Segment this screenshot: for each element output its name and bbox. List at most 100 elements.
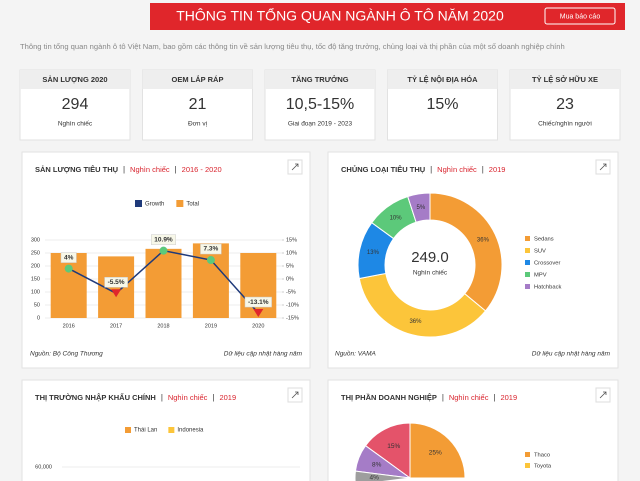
panel-title: THỊ TRƯỜNG NHẬP KHẨU CHÍNH: [35, 393, 156, 402]
slice-label: 5%: [417, 205, 426, 211]
legend-swatch: [525, 452, 530, 457]
separator: |: [493, 393, 495, 402]
bar: [50, 253, 87, 318]
legend-swatch: [525, 463, 530, 468]
panel-period: 2019: [489, 165, 506, 174]
x-tick-label: 2019: [205, 323, 217, 329]
panel-unit: Nghìn chiếc: [130, 165, 170, 174]
slice-label: 25%: [429, 449, 442, 456]
legend-label: MPV: [534, 273, 547, 279]
bar: [145, 248, 182, 318]
x-tick-label: 2018: [157, 323, 169, 329]
separator: |: [482, 165, 484, 174]
legend-label: Thaco: [534, 453, 550, 459]
growth-label: -13.1%: [248, 299, 269, 306]
pie-slice: [364, 422, 411, 479]
legend-label: Crossover: [534, 261, 560, 267]
y-tick-label: 150: [31, 276, 40, 282]
kpi-note: Chiếc/nghìn người: [538, 119, 592, 128]
center-label: Nghìn chiếc: [413, 268, 448, 277]
kpi-note: Đơn vị: [188, 121, 207, 128]
kpi-header: [265, 70, 375, 89]
legend-swatch: [135, 200, 142, 207]
kpi-label: OEM LẮP RÁP: [172, 75, 224, 84]
separator: |: [430, 165, 432, 174]
pie-slice: [354, 470, 411, 481]
separator: |: [161, 393, 163, 402]
y-tick-label: 100: [31, 289, 40, 295]
x-tick-label: 2016: [63, 323, 75, 329]
label-box: [151, 234, 176, 245]
y-tick-label: 200: [31, 263, 40, 269]
donut-slice: [429, 192, 503, 312]
slice-label: 10%: [390, 215, 403, 221]
separator: |: [212, 393, 214, 402]
donut-slice: [407, 192, 431, 223]
kpi-note: Nghìn chiếc: [58, 119, 93, 128]
legend-swatch: [525, 272, 530, 277]
growth-label: -5.5%: [108, 279, 125, 286]
y-tick-label: 300: [31, 237, 40, 243]
growth-point: [253, 309, 264, 318]
growth-point: [111, 289, 122, 298]
legend-swatch: [168, 427, 175, 433]
update-note: Dữ liệu cập nhật hàng năm: [224, 351, 303, 358]
source: Nguồn: VAMA: [335, 349, 376, 358]
y2-tick-label: 15%: [286, 237, 297, 243]
source: Nguồn: Bộ Công Thương: [30, 349, 103, 358]
y-tick-label: 0: [37, 315, 40, 321]
slice-label: 4%: [370, 475, 380, 481]
slice-label: 36%: [409, 319, 422, 325]
panel-unit: Nghìn chiếc: [168, 393, 208, 402]
panel-unit: Nghìn chiếc: [437, 165, 477, 174]
bar: [192, 243, 229, 318]
growth-label: 10.9%: [154, 236, 173, 243]
legend-label: Growth: [145, 202, 164, 208]
buy-button[interactable]: [544, 7, 616, 25]
panel-unit: Nghìn chiếc: [449, 393, 489, 402]
panel-title: THỊ PHẦN DOANH NGHIỆP: [341, 392, 437, 402]
legend-label: Total: [186, 202, 199, 208]
slice-label: 15%: [387, 443, 400, 450]
kpi-value: 21: [189, 96, 207, 113]
panel-title: SẢN LƯỢNG TIÊU THỤ: [35, 165, 118, 174]
center-value: 249.0: [411, 249, 449, 266]
separator: |: [175, 165, 177, 174]
legend-swatch: [525, 284, 530, 289]
y2-tick-label: 5%: [286, 263, 294, 269]
expand-icon: [599, 391, 607, 399]
legend-label: Indonesia: [177, 428, 204, 434]
label-box: [200, 243, 222, 255]
y2-tick-label: -15%: [286, 315, 299, 321]
kpi-value: 294: [62, 96, 89, 113]
kpi-header: [142, 70, 253, 89]
expand-icon: [291, 163, 299, 171]
expand-icon: [291, 391, 299, 399]
separator: |: [123, 165, 125, 174]
growth-point: [159, 246, 168, 255]
growth-point: [64, 264, 73, 273]
growth-label: 7.3%: [203, 246, 218, 253]
slice-label: 13%: [367, 250, 380, 256]
label-box: [60, 252, 77, 263]
kpi-header: [387, 70, 498, 89]
expand-icon: [599, 163, 607, 171]
legend-label: Sedans: [534, 237, 554, 243]
kpi-label: TỶ LỆ SỞ HỮU XE: [532, 75, 598, 84]
buy-button-label: Mua báo cáo: [560, 13, 601, 20]
separator: |: [442, 393, 444, 402]
kpi-value: 15%: [426, 96, 458, 113]
header-bar: [150, 3, 625, 30]
legend-label: SUV: [534, 249, 546, 255]
legend-label: Hatchback: [534, 285, 561, 291]
panel: [21, 379, 311, 481]
intro: Thông tin tổng quan ngành ô tô Việt Nam,…: [20, 42, 565, 51]
donut-slice: [358, 272, 487, 338]
legend-swatch: [176, 200, 184, 207]
label-box: [104, 277, 128, 288]
kpi-label: TĂNG TRƯỞNG: [291, 75, 348, 84]
label-box: [244, 296, 272, 308]
kpi-value: 10,5-15%: [286, 96, 355, 113]
update-note: Dữ liệu cập nhật hàng năm: [532, 351, 611, 358]
